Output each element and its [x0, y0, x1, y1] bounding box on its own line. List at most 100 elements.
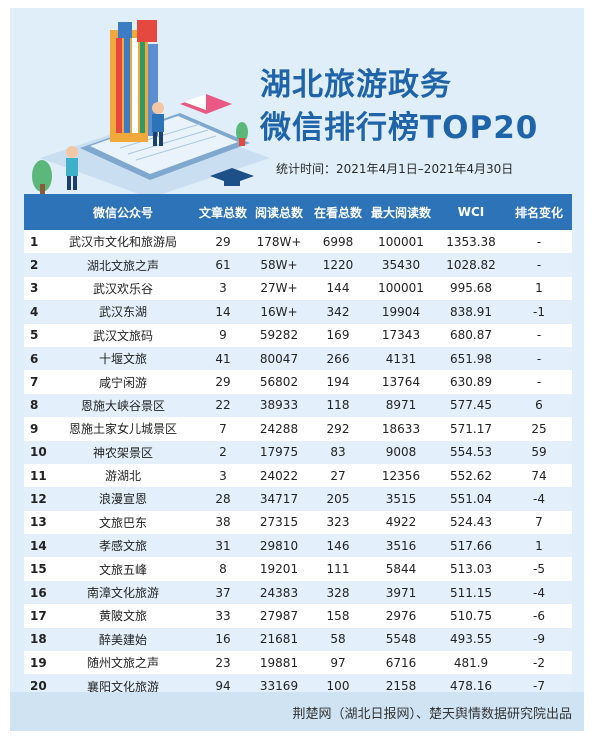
- row-rank-change: 1: [535, 281, 543, 296]
- table-row: 17 黄陂文旅 33 27987 158 2976 510.75 -6: [24, 604, 572, 628]
- table-header: 微信公众号 文章总数 阅读总数 在看总数 最大阅读数 WCI 排名变化: [24, 194, 572, 230]
- row-rank: 12: [30, 491, 47, 506]
- row-account: 武汉文旅码: [92, 328, 153, 343]
- row-rank-change: 6: [535, 398, 543, 413]
- footer: 荆楚网（湖北日报网）、楚天舆情数据研究院出品: [10, 692, 584, 731]
- row-articles: 33: [215, 608, 231, 623]
- row-wci: 493.55: [450, 632, 492, 647]
- table-row: 18 醉美建始 16 21681 58 5548 493.55 -9: [24, 627, 572, 652]
- row-rank-change: -: [536, 375, 542, 390]
- row-reads: 16W+: [260, 304, 298, 319]
- table-row: 9 恩施土家女儿城景区 7 24288 292 18633 571.17 25: [24, 417, 572, 441]
- table-row: 19 随州文旅之声 23 19881 97 6716 481.9 -2: [24, 651, 572, 675]
- row-watching: 342: [326, 304, 350, 319]
- row-max-reads: 2158: [385, 679, 417, 694]
- row-articles: 31: [215, 538, 231, 553]
- row-rank-change: -2: [533, 655, 545, 670]
- row-watching: 158: [326, 608, 350, 623]
- table-row: 14 孝感文旅 31 29810 146 3516 517.66 1: [24, 534, 572, 558]
- row-max-reads: 100001: [378, 234, 424, 249]
- row-wci: 478.16: [450, 679, 492, 694]
- row-max-reads: 18633: [381, 421, 421, 436]
- row-rank-change: -: [536, 234, 542, 249]
- row-wci: 510.75: [450, 608, 492, 623]
- header-rank-change: 排名变化: [514, 205, 563, 220]
- row-wci: 838.91: [450, 304, 492, 319]
- row-watching: 1220: [322, 258, 354, 273]
- row-watching: 111: [326, 562, 350, 577]
- row-articles: 23: [215, 655, 231, 670]
- row-articles: 41: [215, 351, 231, 366]
- row-wci: 1353.38: [446, 234, 496, 249]
- row-wci: 630.89: [450, 375, 492, 390]
- row-watching: 205: [326, 491, 350, 506]
- row-max-reads: 4922: [385, 515, 417, 530]
- row-max-reads: 4131: [385, 351, 417, 366]
- row-max-reads: 3971: [385, 585, 417, 600]
- row-rank: 20: [30, 679, 47, 694]
- row-articles: 14: [215, 304, 231, 319]
- row-rank-change: -1: [533, 304, 545, 319]
- row-account: 武汉欢乐谷: [92, 281, 153, 296]
- row-rank: 2: [30, 258, 39, 273]
- row-max-reads: 6716: [385, 655, 417, 670]
- row-account: 南漳文化旅游: [86, 586, 159, 601]
- header-articles: 文章总数: [198, 205, 247, 220]
- row-reads: 24288: [259, 421, 299, 436]
- row-reads: 24383: [259, 585, 299, 600]
- table-row: 6 十堰文旅 41 80047 266 4131 651.98 -: [24, 346, 572, 371]
- row-watching: 83: [330, 445, 346, 460]
- row-account: 神农架景区: [92, 445, 153, 460]
- row-max-reads: 3515: [385, 491, 417, 506]
- row-watching: 100: [326, 679, 350, 694]
- header-account: 微信公众号: [92, 205, 153, 220]
- row-account: 恩施土家女儿城景区: [68, 422, 177, 437]
- row-rank: 1: [30, 234, 39, 249]
- row-rank: 8: [30, 398, 39, 413]
- stat-period: 统计时间：2021年4月1日–2021年4月30日: [276, 162, 514, 176]
- table-row: 16 南漳文化旅游 37 24383 328 3971 511.15 -4: [24, 580, 572, 605]
- title-line-1: 湖北旅游政务: [260, 67, 452, 103]
- row-rank-change: 7: [535, 515, 543, 530]
- row-rank-change: -: [536, 351, 542, 366]
- table-row: 20 襄阳文化旅游 94 33169 100 2158 478.16 -7: [24, 674, 572, 698]
- row-watching: 97: [330, 655, 346, 670]
- row-reads: 33169: [259, 679, 299, 694]
- row-rank: 9: [30, 421, 39, 436]
- poster: 湖北旅游政务 微信排行榜TOP20 统计时间：2021年4月1日–2021年4月…: [10, 8, 584, 731]
- row-wci: 554.53: [450, 445, 492, 460]
- row-rank-change: -9: [533, 632, 545, 647]
- row-rank: 5: [30, 328, 39, 343]
- row-rank-change: 1: [535, 538, 543, 553]
- row-account: 武汉东湖: [98, 305, 147, 320]
- row-reads: 34717: [259, 491, 299, 506]
- row-account: 恩施大峡谷景区: [80, 398, 165, 413]
- row-account: 浪漫宣恩: [98, 492, 147, 507]
- row-max-reads: 8971: [385, 398, 417, 413]
- row-articles: 29: [215, 375, 231, 390]
- row-max-reads: 9008: [385, 445, 417, 460]
- row-reads: 38933: [259, 398, 299, 413]
- row-reads: 178W+: [256, 234, 302, 249]
- row-rank: 16: [30, 585, 47, 600]
- row-wci: 517.66: [450, 538, 492, 553]
- row-rank-change: -5: [533, 562, 545, 577]
- table-row: 1 武汉市文化和旅游局 29 178W+ 6998 100001 1353.38 -: [24, 230, 572, 254]
- row-articles: 29: [215, 234, 231, 249]
- row-account: 十堰文旅: [98, 352, 147, 367]
- row-rank: 7: [30, 375, 39, 390]
- row-max-reads: 19904: [381, 304, 421, 319]
- row-wci: 680.87: [450, 328, 492, 343]
- table-row: 4 武汉东湖 14 16W+ 342 19904 838.91 -1: [24, 300, 572, 324]
- row-watching: 266: [326, 351, 350, 366]
- table-row: 2 湖北文旅之声 61 58W+ 1220 35430 1028.82 -: [24, 253, 572, 277]
- row-rank-change: -: [536, 258, 542, 273]
- row-rank: 10: [30, 445, 47, 460]
- row-max-reads: 5844: [385, 562, 417, 577]
- row-reads: 21681: [259, 632, 299, 647]
- row-rank-change: -4: [533, 585, 545, 600]
- row-watching: 6998: [322, 234, 354, 249]
- table-row: 7 咸宁闲游 29 56802 194 13764 630.89 -: [24, 370, 572, 394]
- ranking-table: 微信公众号 文章总数 阅读总数 在看总数 最大阅读数 WCI 排名变化 1 武汉市…: [24, 194, 572, 698]
- row-reads: 59282: [259, 328, 299, 343]
